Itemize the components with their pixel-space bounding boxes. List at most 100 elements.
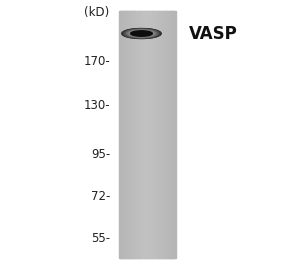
Bar <box>127 11 129 258</box>
Ellipse shape <box>124 29 159 38</box>
Bar <box>140 11 142 258</box>
Bar <box>123 11 125 258</box>
Bar <box>158 11 159 258</box>
Bar <box>120 11 122 258</box>
Bar <box>139 11 140 258</box>
Bar <box>132 11 134 258</box>
Bar <box>145 11 146 258</box>
Bar <box>172 11 173 258</box>
Ellipse shape <box>130 31 153 36</box>
Bar <box>130 11 131 258</box>
Bar <box>160 11 161 258</box>
Bar <box>156 11 157 258</box>
Bar <box>143 11 144 258</box>
Bar <box>150 11 151 258</box>
Ellipse shape <box>128 30 155 37</box>
Bar <box>170 11 171 258</box>
Bar <box>168 11 170 258</box>
Bar <box>147 11 148 258</box>
Bar <box>163 11 165 258</box>
Bar <box>141 11 142 258</box>
Ellipse shape <box>123 29 160 38</box>
Ellipse shape <box>124 29 159 38</box>
Ellipse shape <box>122 29 161 38</box>
Bar <box>137 11 139 258</box>
Ellipse shape <box>129 30 154 37</box>
Bar <box>123 11 124 258</box>
Text: 170-: 170- <box>84 55 111 68</box>
Bar <box>161 11 162 258</box>
Bar <box>151 11 152 258</box>
Bar <box>152 11 153 258</box>
Text: VASP: VASP <box>189 25 238 43</box>
Ellipse shape <box>123 29 160 38</box>
Bar <box>149 11 151 258</box>
Ellipse shape <box>131 31 152 36</box>
Bar <box>126 11 127 258</box>
Bar <box>128 11 129 258</box>
Bar <box>151 11 153 258</box>
Bar <box>157 11 158 258</box>
Bar <box>122 11 123 258</box>
Ellipse shape <box>129 30 154 37</box>
Bar <box>142 11 143 258</box>
Bar <box>148 11 149 258</box>
Bar <box>125 11 126 258</box>
Bar <box>142 11 143 258</box>
Ellipse shape <box>131 31 152 36</box>
Bar <box>163 11 164 258</box>
Bar <box>146 11 147 258</box>
Bar <box>166 11 168 258</box>
Bar <box>170 11 171 258</box>
Bar <box>134 11 135 258</box>
Text: 130-: 130- <box>84 99 111 112</box>
Bar <box>155 11 156 258</box>
Bar <box>124 11 125 258</box>
Bar <box>172 11 174 258</box>
Bar <box>130 11 132 258</box>
Ellipse shape <box>125 29 158 38</box>
Bar <box>175 11 176 258</box>
Bar <box>159 11 160 258</box>
Text: 55-: 55- <box>91 232 111 245</box>
Bar <box>138 11 139 258</box>
Bar <box>165 11 166 258</box>
Bar <box>133 11 134 258</box>
Bar <box>173 11 174 258</box>
Bar <box>134 11 136 258</box>
Bar <box>169 11 170 258</box>
Ellipse shape <box>130 31 153 36</box>
Bar <box>131 11 132 258</box>
Bar <box>171 11 172 258</box>
Ellipse shape <box>128 30 155 37</box>
Bar <box>153 11 154 258</box>
Bar <box>167 11 168 258</box>
Text: 72-: 72- <box>91 190 111 203</box>
Bar <box>129 11 130 258</box>
Bar <box>140 11 141 258</box>
Bar <box>153 11 155 258</box>
Text: 95-: 95- <box>91 148 111 161</box>
Ellipse shape <box>127 30 156 37</box>
Bar <box>166 11 167 258</box>
Bar <box>125 11 127 258</box>
Bar <box>120 11 121 258</box>
Bar <box>146 11 148 258</box>
Bar <box>144 11 145 258</box>
Bar <box>136 11 137 258</box>
Bar <box>135 11 136 258</box>
Bar <box>132 11 133 258</box>
Bar <box>168 11 169 258</box>
Bar <box>121 11 122 258</box>
Text: (kD): (kD) <box>84 6 109 19</box>
Ellipse shape <box>126 30 157 37</box>
Bar <box>160 11 162 258</box>
Ellipse shape <box>127 30 156 37</box>
Bar <box>143 11 145 258</box>
Ellipse shape <box>122 29 161 39</box>
Bar <box>127 11 128 258</box>
Bar <box>164 11 165 258</box>
Bar <box>162 11 163 258</box>
Bar <box>149 11 150 258</box>
Bar <box>158 11 160 258</box>
